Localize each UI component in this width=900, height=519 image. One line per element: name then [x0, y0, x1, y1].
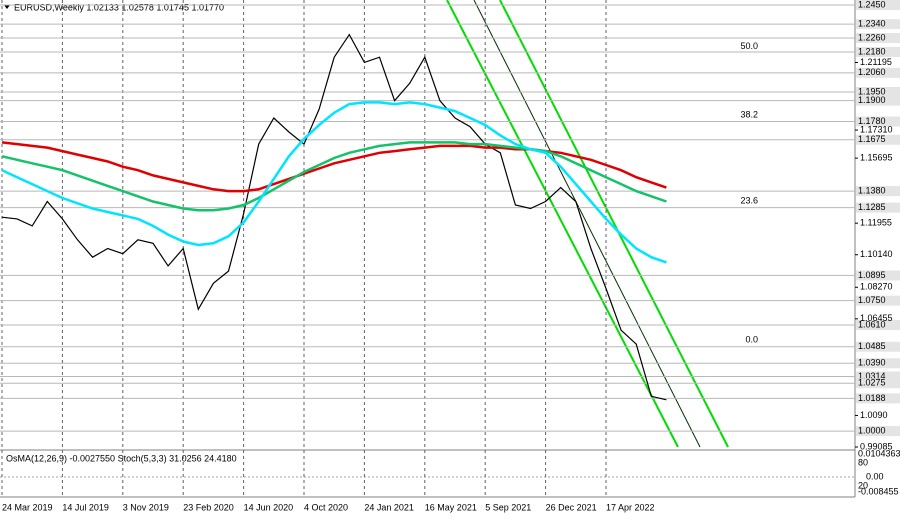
indicator-tick: 20 [858, 480, 868, 490]
fib-label: 38.2 [740, 109, 758, 119]
level-label-box [856, 134, 900, 145]
level-label: 1.1780 [858, 116, 886, 126]
level-label-box [856, 295, 900, 306]
fib-label: 50.0 [740, 41, 758, 51]
level-label: 1.0485 [858, 341, 886, 351]
y-tick-label: 1.0090 [860, 410, 888, 420]
level-label: 1.2340 [858, 19, 886, 29]
x-tick-label: 14 Jul 2019 [62, 502, 109, 512]
level-label: 1.0610 [858, 319, 886, 329]
level-label: 1.0895 [858, 270, 886, 280]
level-label-box [856, 378, 900, 389]
y-tick-label: 1.11955 [860, 218, 892, 228]
indicator-title: OsMA(12,26,9) -0.0027550 Stoch(5,3,3) 31… [6, 453, 237, 463]
chart-title: EURUSD,Weekly 1.02133 1.02578 1.01745 1.… [14, 2, 224, 12]
level-label: 1.0188 [858, 393, 886, 403]
x-tick-label: 16 May 2021 [425, 502, 477, 512]
level-label-box [856, 202, 900, 213]
level-label-box [856, 46, 900, 57]
indicator-tick: 0.0104363 [858, 448, 900, 458]
level-label: 1.0000 [858, 425, 886, 435]
x-tick-label: 3 Nov 2019 [123, 502, 169, 512]
level-label-box [856, 86, 900, 97]
level-label-box [856, 371, 900, 382]
level-label-box [856, 33, 900, 44]
x-tick-label: 17 Apr 2022 [606, 502, 655, 512]
level-label-box [856, 19, 900, 30]
x-tick-label: 5 Sep 2021 [485, 502, 531, 512]
indicator-tick: 0.00 [866, 471, 884, 481]
x-tick-label: 4 Oct 2020 [304, 502, 348, 512]
moving-average [1, 141, 667, 212]
level-label: 1.2260 [858, 32, 886, 42]
y-tick-label: 1.08270 [860, 282, 893, 292]
level-label-box [856, 320, 900, 330]
level-label: 1.2450 [858, 0, 886, 9]
title-arrow [4, 5, 10, 9]
fib-label: 23.6 [740, 195, 758, 205]
level-label-box [856, 341, 900, 352]
fib-label: 0.0 [745, 334, 758, 344]
channel-mid-line [473, 0, 701, 448]
level-label: 1.0275 [858, 378, 886, 388]
level-label: 1.1950 [858, 86, 886, 96]
moving-average [1, 101, 667, 264]
x-tick-label: 24 Jan 2021 [364, 502, 414, 512]
level-label: 1.1380 [858, 185, 886, 195]
x-tick-label: 24 Mar 2019 [2, 502, 53, 512]
level-label-box [856, 0, 900, 10]
level-label-box [856, 270, 900, 281]
level-label: 1.0750 [858, 295, 886, 305]
x-tick-label: 26 Dec 2021 [546, 502, 597, 512]
level-label-box [856, 426, 900, 437]
indicator-tick: -0.008455 [858, 486, 899, 496]
level-label-box [856, 67, 900, 78]
x-tick-label: 23 Feb 2020 [183, 502, 234, 512]
channel-line [499, 0, 729, 448]
y-tick-label: 1.06455 [860, 313, 893, 323]
level-label-box [856, 393, 900, 404]
y-tick-label: 1.17310 [860, 124, 893, 134]
level-label-box [856, 186, 900, 197]
level-label: 1.1285 [858, 202, 886, 212]
x-tick-label: 14 Jun 2020 [244, 502, 294, 512]
y-tick-label: 0.99085 [860, 441, 893, 451]
level-label: 1.1900 [858, 95, 886, 105]
level-label-box [856, 95, 900, 106]
y-tick-label: 1.10140 [860, 249, 893, 259]
price-line [1, 33, 667, 401]
y-tick-label: 1.15695 [860, 153, 893, 163]
indicator-tick: 80 [858, 457, 868, 467]
y-tick-label: 1.21195 [860, 57, 892, 67]
level-label: 1.2180 [858, 46, 886, 56]
level-label: 1.0314 [858, 371, 886, 381]
level-label-box [856, 116, 900, 127]
level-label: 1.1675 [858, 134, 886, 144]
level-label: 1.2060 [858, 67, 886, 77]
level-label: 1.0390 [858, 358, 886, 368]
level-label-box [856, 358, 900, 369]
moving-average [1, 141, 667, 193]
